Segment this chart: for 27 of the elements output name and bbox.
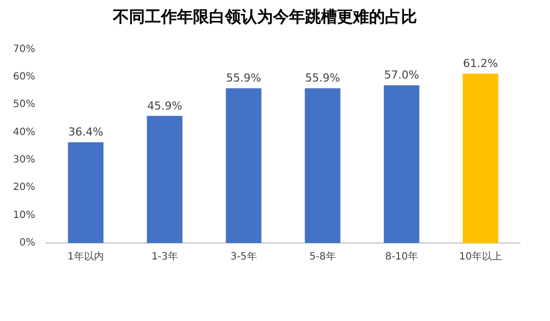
bar bbox=[68, 142, 104, 243]
x-tick-label: 8-10年 bbox=[385, 250, 418, 263]
data-label: 45.9% bbox=[147, 99, 182, 112]
y-tick-label: 40% bbox=[12, 126, 36, 138]
data-label: 61.2% bbox=[463, 56, 498, 70]
data-label: 55.9% bbox=[305, 72, 340, 85]
data-label: 36.4% bbox=[68, 126, 104, 139]
bar bbox=[304, 88, 340, 243]
y-tick-label: 30% bbox=[12, 154, 36, 166]
x-tick-label: 5-8年 bbox=[309, 250, 336, 263]
x-tick-label: 1年以内 bbox=[68, 250, 104, 263]
y-tick-label: 0% bbox=[19, 238, 36, 249]
x-tick-label: 10年以上 bbox=[459, 250, 502, 263]
x-tick-label: 1-3年 bbox=[152, 250, 178, 263]
bar bbox=[384, 85, 420, 243]
y-tick-label: 70% bbox=[12, 44, 36, 55]
bar bbox=[146, 116, 182, 243]
y-tick-label: 10% bbox=[12, 210, 36, 221]
chart-title: 不同工作年限白领认为今年跳槽更难的占比 bbox=[112, 6, 417, 26]
bar bbox=[226, 88, 262, 243]
data-label: 55.9% bbox=[226, 72, 262, 85]
y-tick-label: 60% bbox=[12, 71, 36, 82]
y-tick-label: 20% bbox=[12, 182, 36, 194]
y-tick-label: 50% bbox=[12, 99, 36, 110]
x-tick-label: 3-5年 bbox=[230, 250, 257, 263]
data-label: 57.0% bbox=[384, 68, 420, 82]
bar bbox=[462, 74, 498, 243]
